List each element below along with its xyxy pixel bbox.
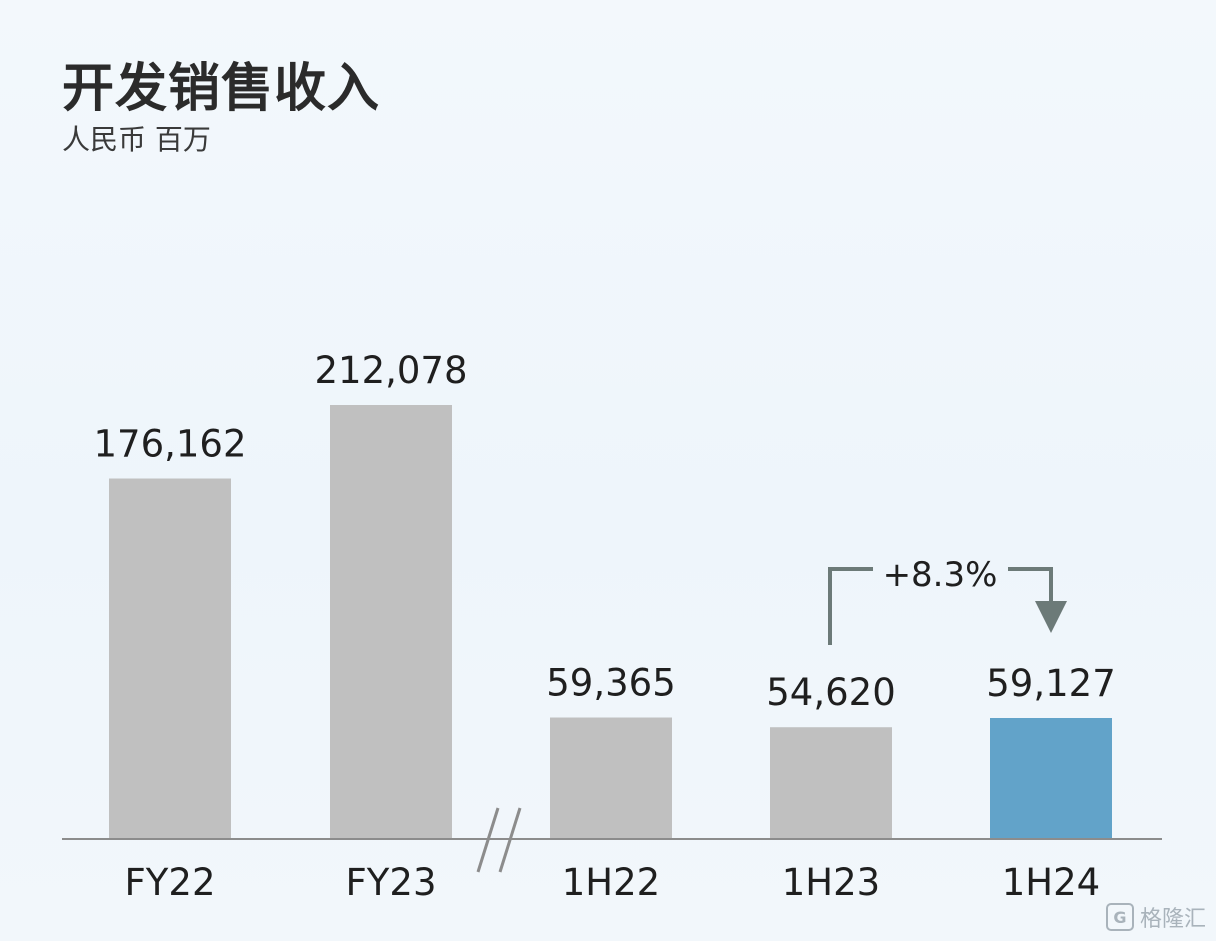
x-tick-fy23: FY23	[346, 861, 437, 904]
bar-fy23	[330, 405, 452, 839]
axis-break-mark	[476, 807, 522, 873]
watermark: G 格隆汇	[1105, 901, 1206, 933]
bar-1h24	[990, 718, 1112, 839]
change-label: +8.3%	[883, 555, 998, 595]
x-tick-1h24: 1H24	[1002, 861, 1100, 904]
value-label-1h22: 59,365	[546, 662, 675, 705]
x-tick-1h22: 1H22	[562, 861, 660, 904]
bar-1h23	[770, 727, 892, 839]
x-tick-fy22: FY22	[125, 861, 216, 904]
chart-subtitle: 人民币 百万	[62, 123, 211, 156]
value-label-fy23: 212,078	[314, 349, 467, 392]
change-arrowhead	[1035, 601, 1067, 633]
change-annotation: +8.3%	[828, 555, 1067, 645]
bar-fy22	[109, 478, 231, 839]
watermark-text: 格隆汇	[1139, 907, 1206, 932]
value-label-fy22: 176,162	[93, 422, 246, 465]
watermark-logo-icon: G	[1105, 903, 1134, 931]
bar-1h22	[550, 717, 672, 839]
change-bracket	[828, 567, 873, 645]
x-tick-1h23: 1H23	[782, 861, 880, 904]
value-label-1h23: 54,620	[766, 671, 895, 714]
chart-title: 开发销售收入	[62, 59, 381, 119]
change-bracket-right	[1008, 567, 1053, 603]
value-label-1h24: 59,127	[986, 662, 1115, 705]
